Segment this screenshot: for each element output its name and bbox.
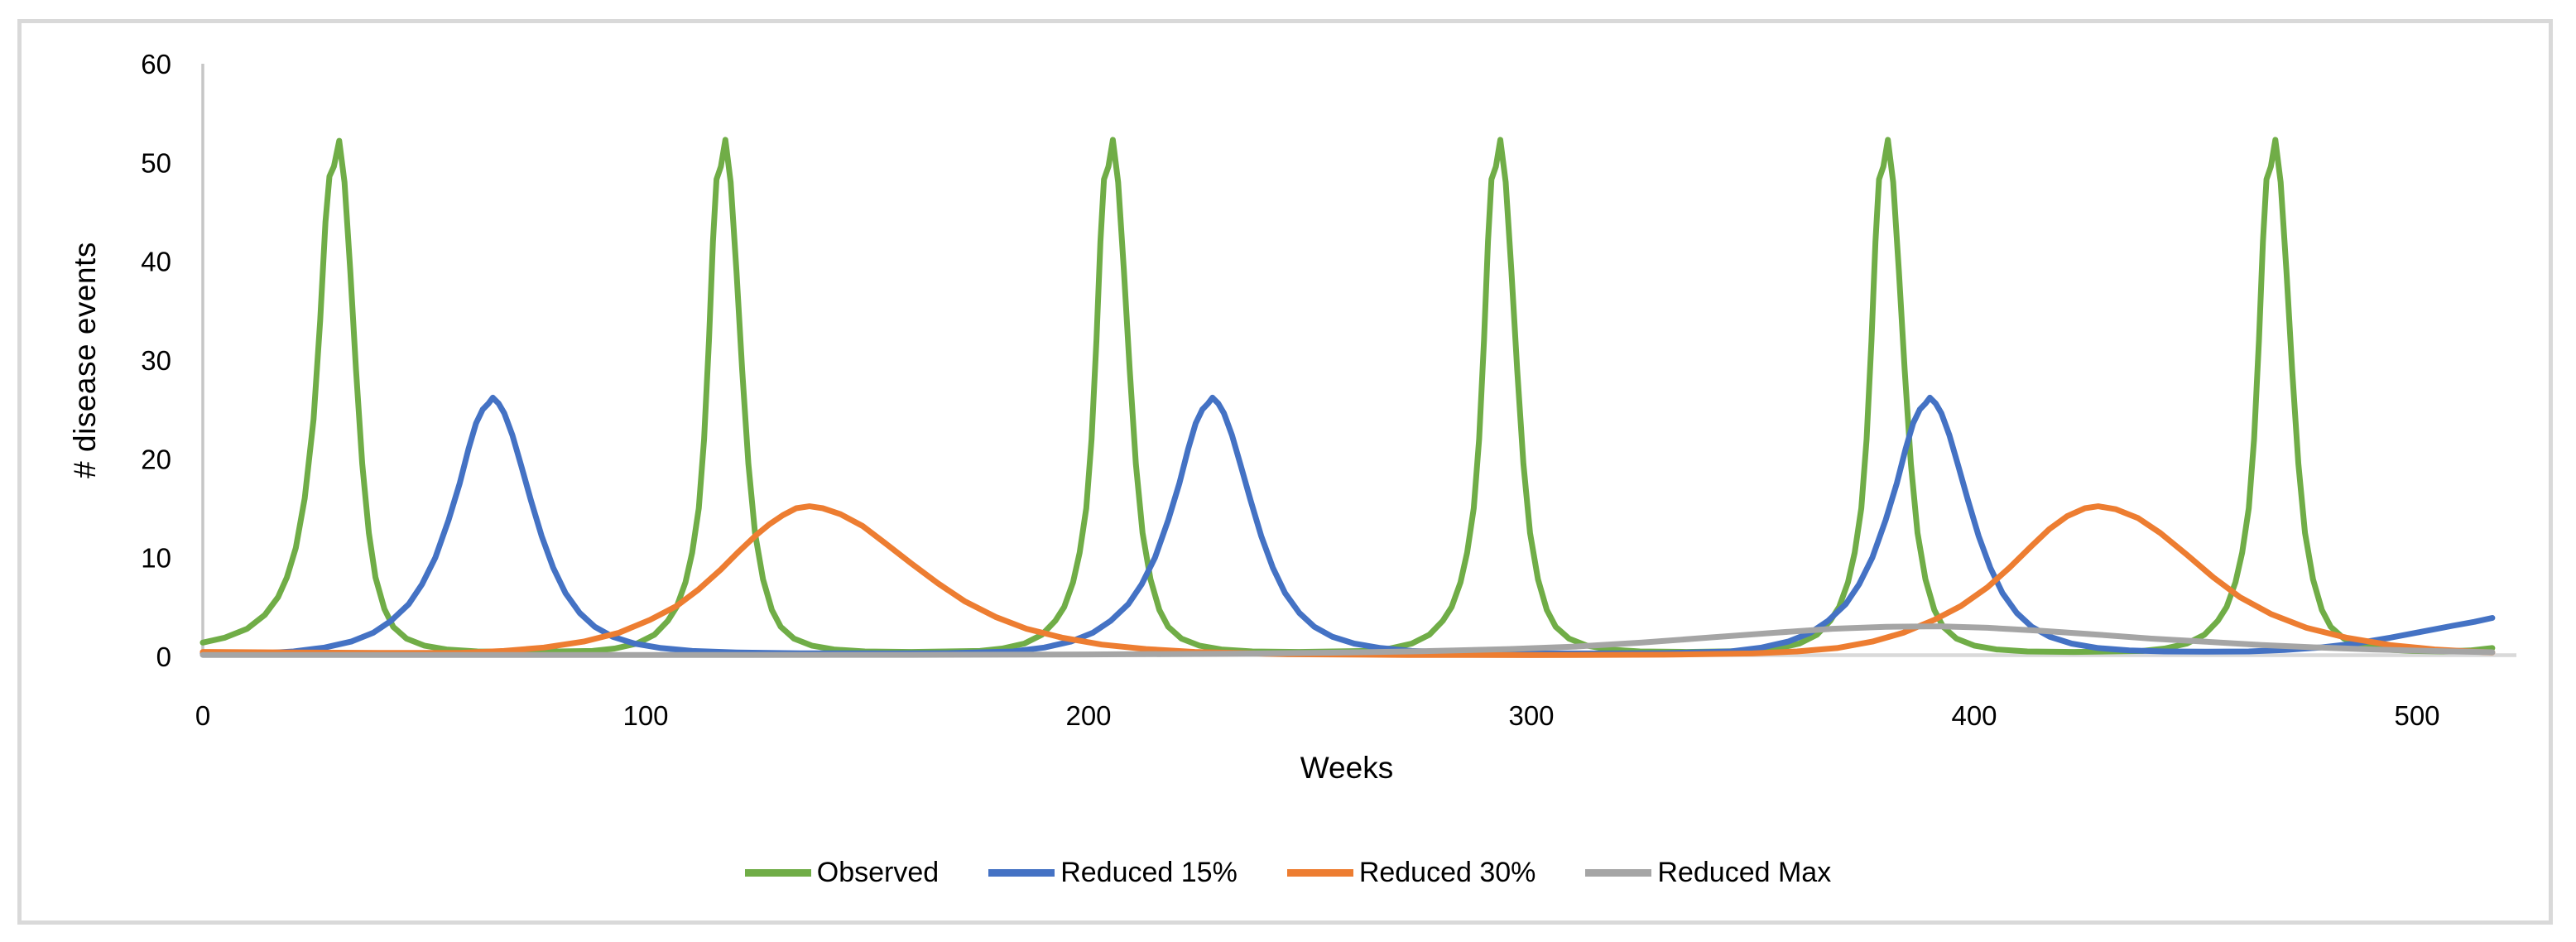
y-tick-label-40: 40 [141, 247, 171, 277]
x-axis-title: Weeks [1300, 751, 1394, 785]
x-tick-label-300: 300 [1508, 700, 1554, 731]
legend-item-observed: Observed [744, 856, 940, 889]
y-tick-label-50: 50 [141, 147, 171, 178]
legend-item-reduced-15: Reduced 15% [988, 857, 1238, 889]
y-tick-label-20: 20 [141, 444, 171, 474]
y-axis-title: # disease events [68, 242, 102, 478]
legend-label-observed: Observed [816, 856, 940, 888]
legend-label-reduced-15: Reduced 15% [1060, 856, 1238, 888]
legend-item-reduced-max: Reduced Max [1585, 857, 1831, 889]
chart-border [17, 19, 2553, 925]
series-line-reduced-max [199, 623, 2496, 658]
y-tick-label-60: 60 [141, 49, 171, 79]
legend-swatch-reduced-30 [1286, 868, 1353, 877]
legend: Observed Reduced 15% Reduced 30% Reduced Ma… [0, 853, 2576, 892]
legend-label-reduced-30: Reduced 30% [1358, 856, 1536, 888]
y-tick-label-10: 10 [141, 543, 171, 574]
series-line-observed [199, 137, 2496, 656]
legend-swatch-reduced-15 [988, 868, 1055, 877]
legend-swatch-reduced-max [1585, 868, 1652, 877]
legend-swatch-observed [744, 868, 811, 877]
series-line-reduced-30 [199, 503, 2496, 658]
legend-item-reduced-30: Reduced 30% [1286, 856, 1536, 889]
x-tick-label-400: 400 [1951, 700, 1997, 731]
x-tick-label-200: 200 [1065, 700, 1111, 731]
y-tick-label-30: 30 [141, 345, 171, 376]
x-tick-label-500: 500 [2394, 700, 2439, 731]
x-tick-label-100: 100 [622, 700, 668, 731]
x-tick-label-0: 0 [195, 700, 210, 731]
y-tick-label-0: 0 [156, 642, 171, 672]
legend-label-reduced-max: Reduced Max [1657, 856, 1832, 888]
series-line-reduced-15 [199, 394, 2496, 656]
